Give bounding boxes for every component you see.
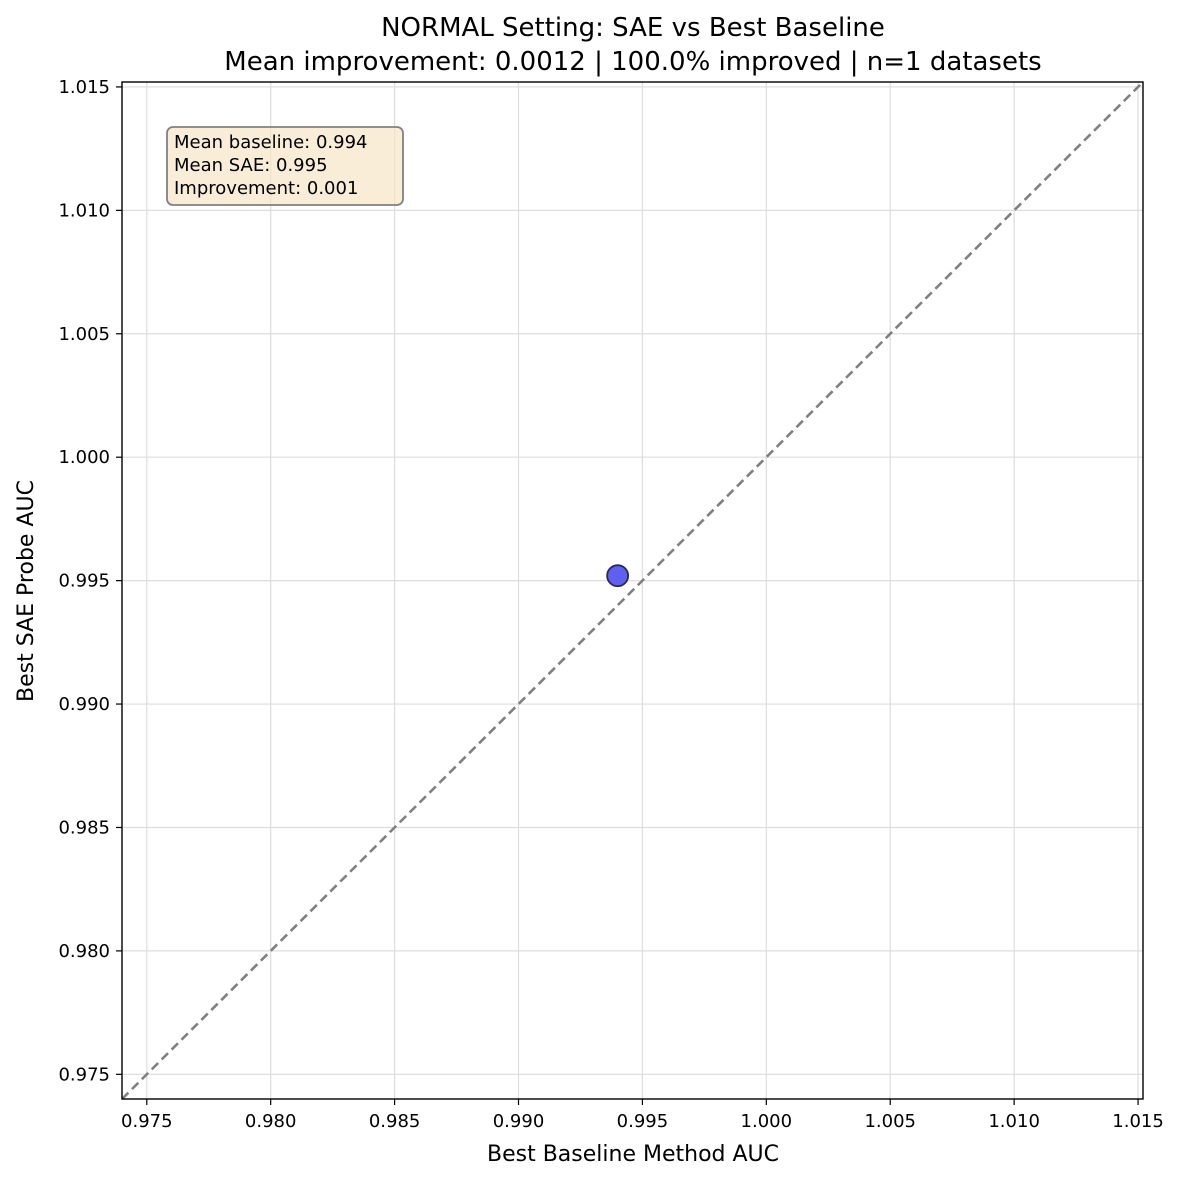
- x-tick-label: 1.010: [988, 1111, 1040, 1132]
- diagonal-reference-line: [121, 81, 1144, 1100]
- y-axis-label: Best SAE Probe AUC: [14, 480, 39, 702]
- stats-mean-baseline: Mean baseline: 0.994: [174, 132, 367, 153]
- stats-improvement: Improvement: 0.001: [174, 178, 358, 199]
- y-tick-label: 1.005: [58, 324, 110, 345]
- grid: [122, 82, 1143, 1099]
- x-axis-ticks: 0.975 0.980 0.985 0.990 0.995 1.000 1.005 1.010…: [121, 1099, 1164, 1132]
- stats-box: Mean baseline: 0.994 Mean SAE: 0.995 Imp…: [166, 126, 404, 206]
- y-tick-label: 0.980: [58, 941, 110, 962]
- stats-mean-sae: Mean SAE: 0.995: [174, 155, 328, 176]
- x-tick-label: 0.975: [121, 1111, 173, 1132]
- x-tick-label: 0.985: [369, 1111, 421, 1132]
- y-axis-ticks: 0.975 0.980 0.985 0.990 0.995 1.000 1.005 1.010…: [58, 77, 122, 1085]
- y-tick-label: 0.995: [58, 571, 110, 592]
- x-tick-label: 1.000: [741, 1111, 793, 1132]
- x-axis-label: Best Baseline Method AUC: [487, 1142, 779, 1167]
- x-tick-label: 0.990: [493, 1111, 545, 1132]
- y-tick-label: 1.015: [58, 77, 110, 98]
- plot-area-frame: [121, 81, 1144, 1100]
- y-tick-label: 0.990: [58, 694, 110, 715]
- data-point: [606, 564, 630, 588]
- y-tick-label: 0.975: [58, 1064, 110, 1085]
- stats-box-background: [166, 126, 404, 206]
- y-tick-label: 0.985: [58, 817, 110, 838]
- chart-subtitle: Mean improvement: 0.0012 | 100.0% improv…: [224, 47, 1041, 77]
- x-tick-label: 1.005: [864, 1111, 916, 1132]
- x-tick-label: 1.015: [1112, 1111, 1164, 1132]
- reference-line-group: [121, 81, 1144, 1100]
- data-points: [606, 564, 630, 588]
- y-tick-label: 1.000: [58, 447, 110, 468]
- chart-title: NORMAL Setting: SAE vs Best Baseline: [381, 13, 885, 43]
- x-tick-label: 0.980: [245, 1111, 297, 1132]
- y-tick-label: 1.010: [58, 200, 110, 221]
- x-tick-label: 0.995: [617, 1111, 669, 1132]
